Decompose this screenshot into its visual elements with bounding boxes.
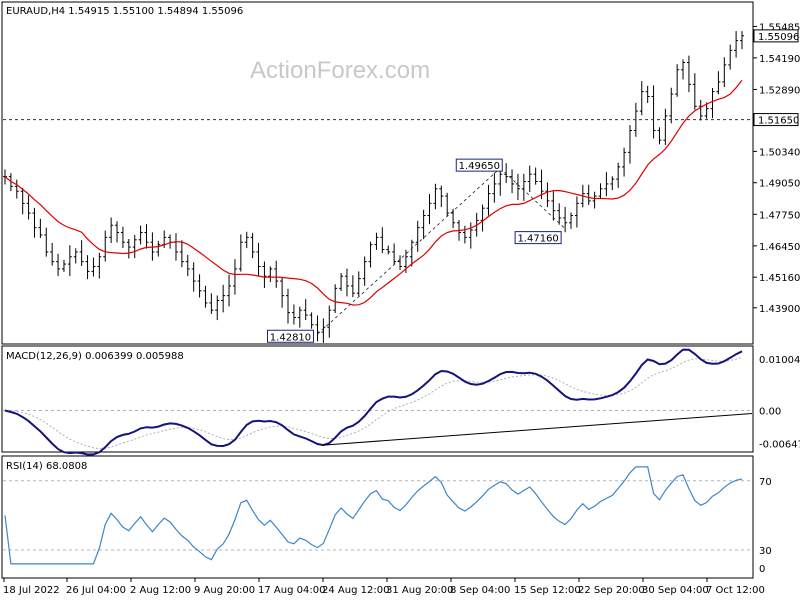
current-price-box	[753, 29, 799, 43]
macd-tick-label: 0.010047	[759, 355, 800, 366]
current-price-label: 1.55096	[758, 32, 799, 43]
price-tick-label: 1.50340	[759, 147, 800, 158]
time-tick-label: 2 Aug 12:00	[130, 585, 191, 596]
price-tick-label: 1.45160	[759, 273, 800, 284]
level-price-label: 1.51650	[758, 116, 799, 127]
macd-tick-label: -0.006476	[759, 440, 800, 451]
watermark: ActionForex.com	[250, 57, 430, 84]
rsi-title: RSI(14) 68.0808	[6, 461, 87, 472]
annotation-label: 1.49650	[459, 161, 500, 172]
annotation-box	[266, 329, 314, 343]
price-tick-label: 1.47750	[759, 210, 800, 221]
annotation-label: 1.42810	[270, 332, 311, 343]
moving-average-line	[4, 79, 743, 306]
time-tick-label: 7 Oct 12:00	[706, 585, 765, 596]
macd-signal-line	[4, 357, 743, 450]
annotation-label: 1.47160	[517, 234, 558, 245]
price-tick-label: 1.52890	[759, 85, 800, 96]
time-tick-label: 26 Jul 04:00	[66, 585, 126, 596]
time-tick-label: 15 Sep 12:00	[514, 585, 581, 596]
macd-trend-line	[323, 412, 753, 446]
price-title: EURAUD,H4 1.54915 1.55100 1.54894 1.5509…	[6, 6, 243, 17]
time-tick-label: 31 Aug 20:00	[386, 585, 453, 596]
time-tick-label: 8 Sep 04:00	[450, 585, 510, 596]
annotation-box	[455, 158, 503, 172]
time-tick-label: 18 Jul 2022	[3, 585, 60, 596]
rsi-tick-label: 30	[759, 546, 772, 557]
price-tick-label: 1.43900	[759, 304, 800, 315]
level-price-box	[753, 113, 799, 127]
price-tick-label: 1.49050	[759, 179, 800, 190]
axes: 1.55485 1.54190 1.52890 1.50340 1.49050 1.477…	[3, 22, 800, 596]
price-tick-label: 1.55485	[759, 22, 800, 33]
fib-trend-line	[499, 167, 566, 229]
price-tick-label: 1.54190	[759, 54, 800, 65]
macd-title: MACD(12,26,9) 0.006399 0.005988	[6, 351, 184, 362]
rsi-line	[4, 466, 743, 565]
time-tick-label: 22 Sep 20:00	[578, 585, 645, 596]
annotation-box	[514, 231, 562, 245]
time-tick-label: 9 Aug 20:00	[194, 585, 255, 596]
price-tick-label: 1.46450	[759, 242, 800, 253]
price-pane: 1.42810 1.49650 1.47160	[3, 31, 753, 343]
macd-tick-label: 0.00	[759, 406, 781, 417]
macd-pane	[3, 348, 753, 456]
rsi-tick-label: 70	[759, 477, 772, 488]
fib-trend-line	[317, 167, 501, 335]
time-tick-label: 30 Sep 04:00	[642, 585, 709, 596]
macd-line	[4, 348, 743, 456]
rsi-pane	[3, 466, 753, 565]
time-tick-label: 24 Aug 12:00	[322, 585, 389, 596]
time-tick-label: 17 Aug 04:00	[258, 585, 325, 596]
rsi-tick-label: 0	[759, 564, 765, 575]
